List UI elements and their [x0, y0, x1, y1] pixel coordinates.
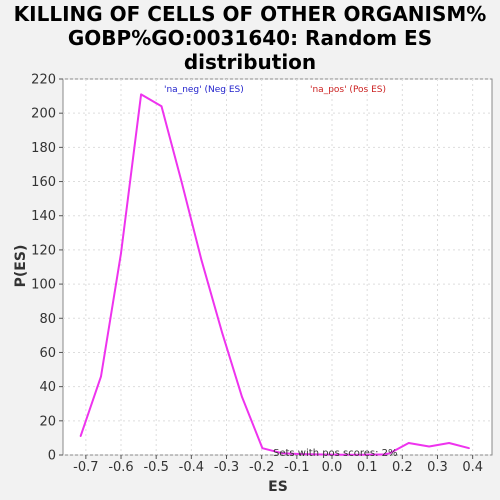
- chart-title-line-1: KILLING OF CELLS OF OTHER ORGANISM%: [13, 2, 487, 26]
- data-point: [322, 453, 324, 456]
- axis-ticks: -0.7 -0.6 -0.5 -0.4 -0.3 -0.2 -0.1 0.0 0.1 0.2 0.3…: [31, 73, 483, 476]
- chart-title-line-2: GOBP%GO:0031640: Random ES: [67, 26, 433, 50]
- x-tick-label: 0.0: [322, 460, 343, 475]
- data-point: [261, 447, 264, 449]
- y-tick-label: 20: [39, 414, 56, 429]
- y-tick-label: 140: [31, 209, 56, 224]
- y-tick-label: 200: [31, 107, 56, 122]
- data-point: [407, 442, 410, 444]
- series-layer: [79, 93, 470, 456]
- data-point: [79, 435, 82, 438]
- data-point: [382, 453, 385, 456]
- y-tick-label: 40: [39, 380, 56, 395]
- x-tick-label: -0.3: [214, 460, 239, 475]
- y-tick-label: 100: [31, 278, 56, 293]
- data-point: [241, 396, 243, 398]
- data-point: [342, 453, 344, 456]
- legend-entry-pos: 'na_pos' (Pos ES): [310, 85, 386, 95]
- data-point: [362, 453, 365, 456]
- x-tick-label: 0.1: [357, 460, 378, 475]
- y-tick-label: 160: [31, 175, 56, 190]
- x-tick-label: 0.4: [462, 460, 483, 475]
- data-point: [120, 252, 122, 255]
- data-point: [388, 452, 391, 455]
- data-point: [160, 105, 163, 108]
- data-point: [100, 375, 102, 378]
- y-tick-label: 0: [48, 449, 56, 464]
- data-point: [468, 447, 470, 449]
- y-tick-label: 60: [39, 346, 56, 361]
- x-tick-label: 0.3: [427, 460, 448, 475]
- x-axis-title: ES: [268, 479, 288, 495]
- y-tick-label: 80: [39, 312, 56, 327]
- pos-scores-annotation: Sets with pos scores: 2%: [273, 448, 398, 459]
- data-point: [428, 445, 430, 448]
- data-point: [281, 452, 284, 455]
- x-tick-label: -0.1: [284, 460, 309, 475]
- y-axis-title: P(ES): [13, 245, 29, 288]
- x-tick-label: -0.5: [143, 460, 168, 475]
- data-point: [221, 331, 223, 333]
- data-point: [140, 93, 142, 96]
- x-tick-label: -0.6: [108, 460, 133, 475]
- y-tick-label: 220: [31, 73, 56, 88]
- y-tick-label: 180: [31, 141, 56, 156]
- chart-title-line-3: distribution: [183, 50, 317, 74]
- data-point: [301, 453, 304, 455]
- x-tick-label: 0.2: [392, 460, 413, 475]
- data-point: [180, 180, 183, 183]
- x-tick-label: -0.7: [73, 460, 98, 475]
- y-tick-label: 120: [31, 243, 56, 258]
- plot-area: [62, 78, 493, 456]
- legend-entry-neg: 'na_neg' (Neg ES): [164, 85, 244, 95]
- data-point: [448, 442, 450, 444]
- data-point: [200, 259, 203, 261]
- chart-title: KILLING OF CELLS OF OTHER ORGANISM% GOBP…: [0, 2, 500, 74]
- x-tick-label: -0.2: [249, 460, 274, 475]
- x-tick-label: -0.4: [179, 460, 204, 475]
